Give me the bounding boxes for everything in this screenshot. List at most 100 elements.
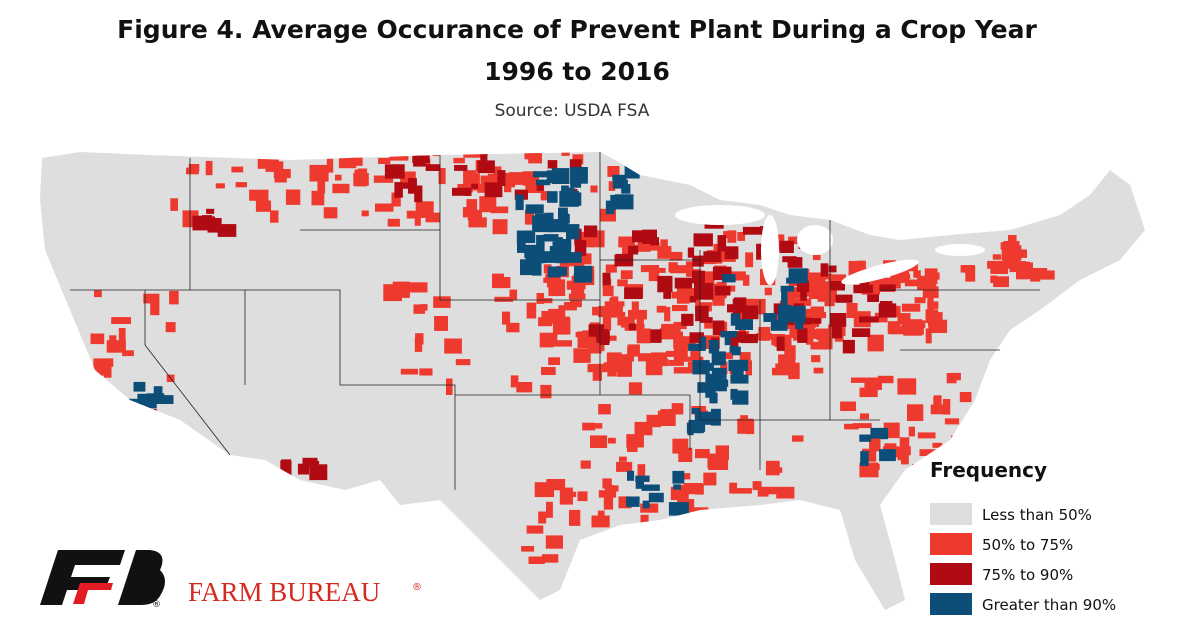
county-patch [90, 333, 105, 345]
county-patch [602, 285, 614, 297]
county-patch [711, 351, 726, 366]
county-patch [820, 263, 829, 277]
county-patch [731, 368, 744, 378]
county-patch [742, 226, 763, 235]
county-patch [573, 348, 591, 363]
county-patch [686, 422, 704, 434]
county-patch [778, 354, 796, 369]
county-patch [868, 449, 877, 462]
county-patch [712, 320, 725, 335]
county-patch [545, 535, 563, 549]
county-patch [710, 408, 721, 426]
county-patch [724, 246, 739, 260]
county-patch [408, 178, 417, 194]
legend-label: 50% to 75% [982, 536, 1073, 554]
county-patch [275, 161, 284, 175]
county-patch [708, 340, 720, 354]
county-patch [597, 510, 605, 522]
county-patch [323, 207, 338, 219]
county-patch [699, 336, 707, 349]
county-patch [635, 244, 651, 252]
county-patch [878, 303, 897, 318]
county-patch [602, 313, 612, 331]
county-patch [780, 285, 795, 292]
county-patch [933, 396, 941, 406]
county-patch [990, 268, 1009, 274]
county-patch [728, 271, 746, 281]
county-patch [285, 189, 301, 205]
county-patch [650, 329, 662, 343]
county-patch [635, 476, 644, 489]
county-patch [742, 305, 759, 320]
county-patch [311, 190, 325, 206]
county-patch [689, 332, 704, 343]
county-patch [361, 210, 369, 217]
county-patch [455, 359, 471, 366]
county-patch [901, 303, 921, 312]
county-patch [626, 496, 640, 507]
county-patch [683, 483, 703, 495]
county-patch [705, 373, 723, 389]
county-patch [434, 317, 443, 327]
county-patch [692, 270, 705, 284]
county-patch [946, 373, 957, 384]
county-patch [547, 191, 558, 203]
county-patch [617, 354, 634, 362]
county-patch [118, 328, 126, 344]
county-patch [788, 362, 800, 380]
county-patch [720, 331, 738, 338]
county-patch [1030, 268, 1048, 280]
county-patch [727, 230, 737, 243]
county-patch [588, 324, 604, 337]
county-patch [255, 200, 271, 212]
county-patch [959, 392, 972, 403]
county-patch [894, 273, 911, 279]
county-patch [641, 484, 660, 491]
county-patch [618, 496, 632, 509]
county-patch [384, 164, 405, 179]
county-patch [609, 297, 617, 305]
county-patch [463, 170, 477, 187]
county-patch [664, 306, 671, 322]
county-patch [670, 265, 688, 274]
us-map [40, 152, 1145, 610]
county-patch [509, 289, 518, 300]
county-patch [598, 404, 611, 415]
county-patch [859, 434, 872, 442]
county-patch [897, 313, 911, 325]
county-patch [914, 297, 926, 304]
county-patch [543, 234, 559, 242]
county-patch [514, 152, 527, 154]
legend-label: 75% to 90% [982, 566, 1073, 584]
county-patch [547, 219, 567, 233]
county-patch [799, 308, 818, 319]
county-patch [1020, 249, 1027, 258]
county-patch [802, 317, 811, 325]
county-patch [109, 335, 117, 343]
county-patch [850, 377, 869, 383]
county-patch [867, 334, 884, 352]
county-patch [642, 500, 650, 509]
county-patch [916, 324, 924, 335]
county-patch [919, 449, 937, 456]
county-patch [657, 275, 673, 293]
county-patch [452, 187, 472, 196]
county-patch [681, 313, 694, 326]
county-patch [526, 302, 537, 319]
county-patch [552, 340, 572, 347]
logo: ® FARM BUREAU ® [40, 550, 422, 610]
county-patch [270, 210, 279, 223]
county-patch [609, 335, 617, 341]
county-patch [852, 328, 871, 337]
county-patch [620, 270, 633, 279]
county-patch [715, 445, 729, 460]
county-patch [899, 437, 910, 448]
county-patch [763, 313, 777, 322]
county-patch [406, 210, 420, 219]
county-patch [562, 213, 570, 224]
county-patch [144, 415, 152, 428]
county-patch [170, 198, 178, 211]
county-patch [111, 317, 131, 324]
county-patch [840, 401, 856, 411]
